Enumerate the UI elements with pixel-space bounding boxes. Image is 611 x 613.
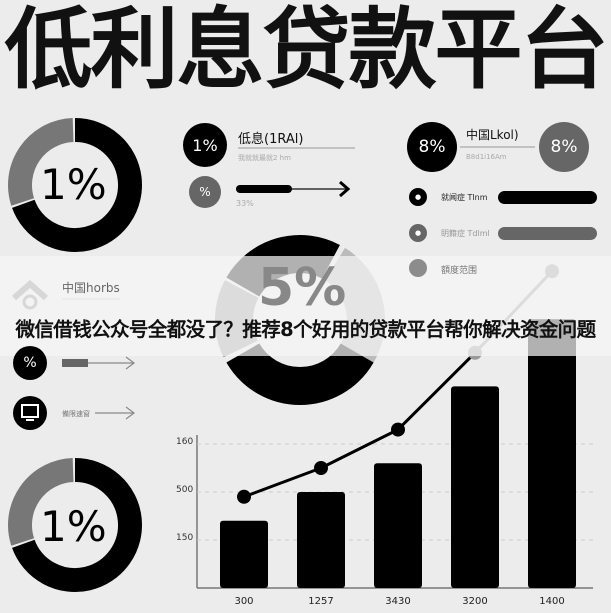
stat-3-sub: B8d1i16Am xyxy=(466,153,507,161)
legend-bar-1 xyxy=(498,191,597,204)
bar xyxy=(297,492,345,588)
y-tick-label: 150 xyxy=(176,533,194,543)
line-segment xyxy=(396,351,477,431)
legend-dot-1: ● xyxy=(409,188,427,206)
bar xyxy=(528,319,576,588)
donut-segment xyxy=(226,342,374,405)
line-segment xyxy=(320,428,399,470)
line-point xyxy=(391,422,405,437)
line-point xyxy=(314,461,328,475)
page-title: 低利息贷款平台 xyxy=(4,0,608,101)
donut-segment xyxy=(12,118,142,252)
x-tick-label: 3430 xyxy=(385,596,411,607)
bar xyxy=(374,463,422,588)
stat-3-badge: 8% xyxy=(407,122,457,172)
stat-1-sub: 我就就最就2 hm xyxy=(238,154,291,162)
stat-2-badge: % xyxy=(189,176,221,208)
donut-center-label: 5% xyxy=(258,258,347,318)
legend-dot-3 xyxy=(409,259,427,277)
left-item1-badge: % xyxy=(13,346,47,380)
donut-bottom-left-label: 1% xyxy=(40,502,107,551)
donut-top-left xyxy=(8,118,142,252)
legend-dot-2: ● xyxy=(409,224,427,242)
x-tick-label: 1400 xyxy=(539,596,565,607)
arrow-right-icon xyxy=(125,406,135,420)
stat-1-badge: 1% xyxy=(183,123,227,167)
stat-3-badge-right: 8% xyxy=(539,122,589,172)
y-tick-label: 500 xyxy=(176,485,194,495)
left-panel-heading: 中国horbs xyxy=(62,281,120,295)
donut-bottom-left xyxy=(8,458,142,592)
line-point xyxy=(237,489,251,504)
banner-headline: 微信借钱公众号全都没了？推荐8个好用的贷款平台帮你解决资金问题 xyxy=(15,318,597,341)
line-segment xyxy=(243,466,322,499)
arrow-right-icon xyxy=(339,180,351,198)
bar xyxy=(451,386,499,588)
x-tick-label: 300 xyxy=(234,596,254,607)
x-tick-label: 3200 xyxy=(462,596,488,607)
stat-3-heading: 中国Lkol) xyxy=(466,128,519,142)
donut-segment xyxy=(8,458,75,546)
arrow-right-icon xyxy=(125,356,135,370)
progress-bar xyxy=(62,359,88,367)
legend-label-2: 眀籍症 Tdlml xyxy=(441,229,490,238)
donut-segment xyxy=(12,458,142,592)
y-tick-label: 160 xyxy=(176,437,194,447)
donut-top-left-label: 1% xyxy=(40,160,107,209)
banner-overlay xyxy=(0,256,611,356)
donut-segment xyxy=(8,118,75,206)
progress-bar xyxy=(236,185,292,193)
legend-bar-2 xyxy=(498,227,597,240)
left-item2-label: 備限速窗 xyxy=(62,410,90,418)
stat-2-caption: 33% xyxy=(236,199,254,208)
legend-label-1: 就闻症 Tlnm xyxy=(441,193,488,202)
bar xyxy=(220,520,268,588)
legend-label-3: 額度范围 xyxy=(441,266,478,276)
stat-1-heading: 低息(1RAl) xyxy=(238,132,304,147)
x-tick-label: 1257 xyxy=(308,596,334,607)
monitor-icon xyxy=(13,396,47,430)
